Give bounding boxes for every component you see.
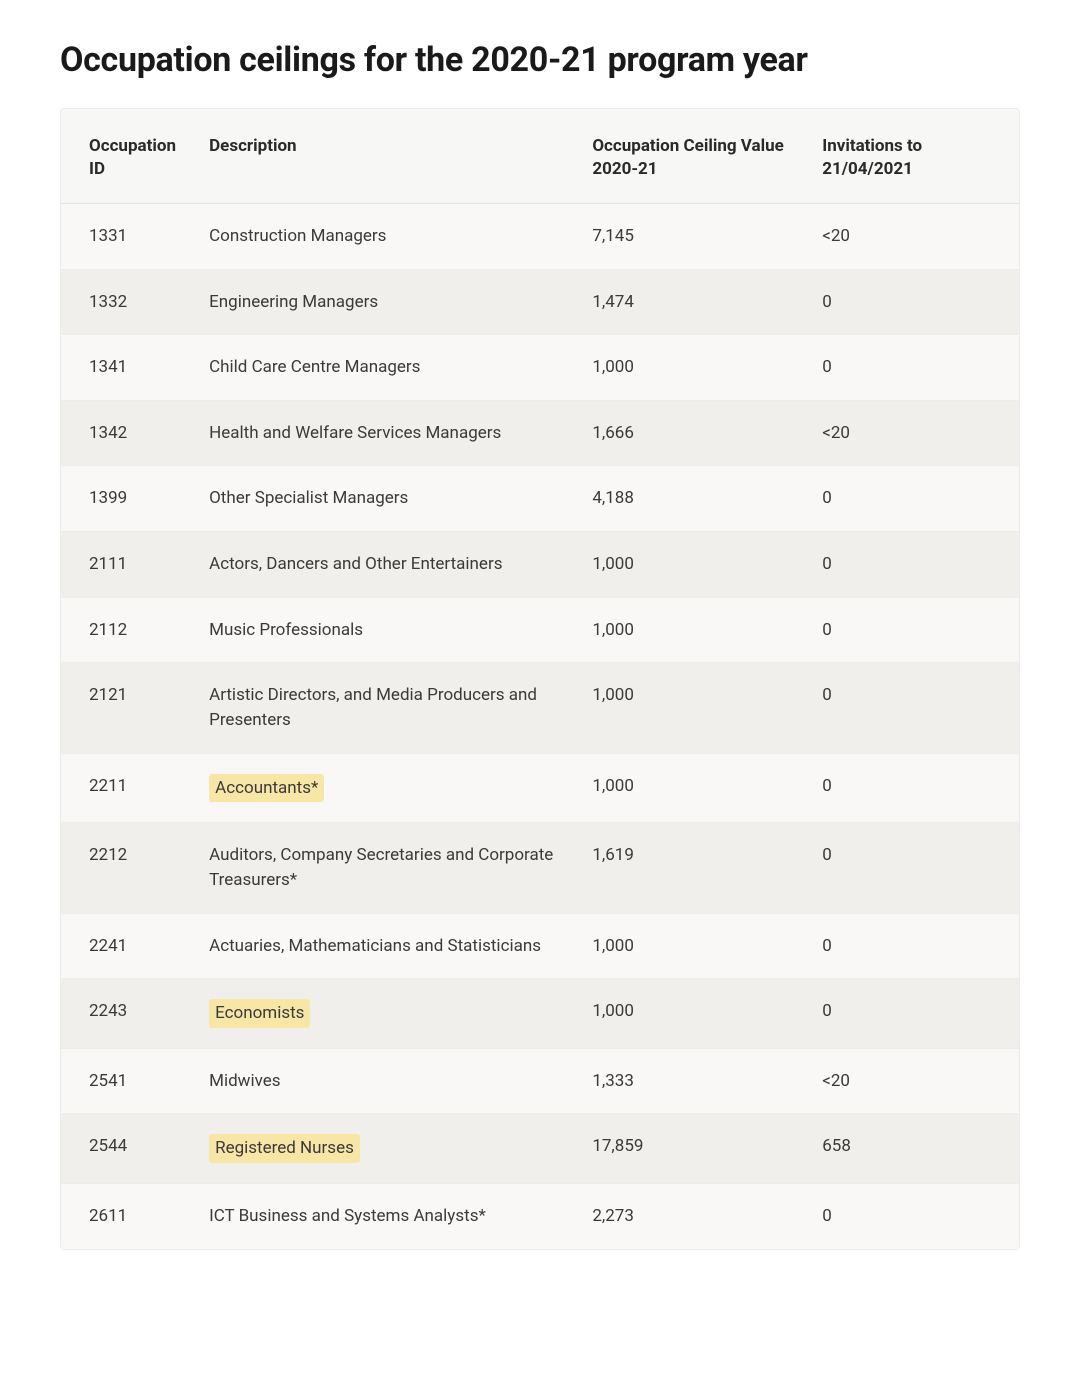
cell-description: Accountants* — [195, 753, 578, 823]
page-title: Occupation ceilings for the 2020-21 prog… — [60, 40, 1020, 80]
cell-ceiling-value: 1,000 — [578, 979, 808, 1049]
cell-occupation-id: 2211 — [61, 753, 195, 823]
highlighted-text: Registered Nurses — [209, 1134, 360, 1163]
cell-occupation-id: 2212 — [61, 823, 195, 913]
cell-occupation-id: 2541 — [61, 1048, 195, 1114]
table-row: 1331Construction Managers7,145<20 — [61, 203, 1019, 269]
cell-description: Artistic Directors, and Media Producers … — [195, 663, 578, 753]
cell-invitations: 0 — [808, 979, 1019, 1049]
cell-ceiling-value: 1,333 — [578, 1048, 808, 1114]
cell-description: Child Care Centre Managers — [195, 335, 578, 401]
cell-ceiling-value: 1,000 — [578, 663, 808, 753]
cell-occupation-id: 1332 — [61, 269, 195, 335]
table-row: 2241Actuaries, Mathematicians and Statis… — [61, 913, 1019, 979]
cell-ceiling-value: 1,000 — [578, 597, 808, 663]
cell-description: Other Specialist Managers — [195, 466, 578, 532]
cell-ceiling-value: 1,619 — [578, 823, 808, 913]
cell-invitations: <20 — [808, 203, 1019, 269]
table-row: 2211 Accountants* 1,0000 — [61, 753, 1019, 823]
cell-invitations: 0 — [808, 269, 1019, 335]
table-header-row: Occupation ID Description Occupation Cei… — [61, 109, 1019, 203]
table-row: 2544 Registered Nurses 17,859658 — [61, 1114, 1019, 1184]
table-row: 2541Midwives1,333<20 — [61, 1048, 1019, 1114]
cell-invitations: 0 — [808, 823, 1019, 913]
cell-ceiling-value: 1,000 — [578, 335, 808, 401]
cell-ceiling-value: 1,000 — [578, 753, 808, 823]
cell-description: ICT Business and Systems Analysts* — [195, 1184, 578, 1249]
highlighted-text: Accountants* — [209, 774, 324, 803]
cell-ceiling-value: 17,859 — [578, 1114, 808, 1184]
cell-description: Engineering Managers — [195, 269, 578, 335]
cell-invitations: 0 — [808, 466, 1019, 532]
occupation-table-wrap: Occupation ID Description Occupation Cei… — [60, 108, 1020, 1250]
cell-invitations: 0 — [808, 597, 1019, 663]
cell-ceiling-value: 2,273 — [578, 1184, 808, 1249]
col-description: Description — [195, 109, 578, 203]
cell-occupation-id: 2243 — [61, 979, 195, 1049]
col-invitations: Invitations to 21/04/2021 — [808, 109, 1019, 203]
table-row: 2611ICT Business and Systems Analysts*2,… — [61, 1184, 1019, 1249]
col-ceiling-value: Occupation Ceiling Value 2020-21 — [578, 109, 808, 203]
cell-occupation-id: 2241 — [61, 913, 195, 979]
cell-invitations: 0 — [808, 532, 1019, 598]
cell-occupation-id: 1331 — [61, 203, 195, 269]
cell-description: Music Professionals — [195, 597, 578, 663]
cell-occupation-id: 2121 — [61, 663, 195, 753]
cell-invitations: <20 — [808, 1048, 1019, 1114]
cell-invitations: 0 — [808, 913, 1019, 979]
cell-ceiling-value: 1,000 — [578, 532, 808, 598]
col-occupation-id: Occupation ID — [61, 109, 195, 203]
cell-ceiling-value: 1,474 — [578, 269, 808, 335]
cell-occupation-id: 2611 — [61, 1184, 195, 1249]
cell-invitations: 0 — [808, 753, 1019, 823]
table-row: 1399Other Specialist Managers4,1880 — [61, 466, 1019, 532]
cell-ceiling-value: 1,666 — [578, 400, 808, 466]
table-row: 1341Child Care Centre Managers1,0000 — [61, 335, 1019, 401]
table-row: 2243 Economists 1,0000 — [61, 979, 1019, 1049]
cell-ceiling-value: 1,000 — [578, 913, 808, 979]
cell-description: Construction Managers — [195, 203, 578, 269]
cell-description: Midwives — [195, 1048, 578, 1114]
cell-invitations: <20 — [808, 400, 1019, 466]
cell-invitations: 0 — [808, 663, 1019, 753]
cell-description: Actuaries, Mathematicians and Statistici… — [195, 913, 578, 979]
cell-description: Actors, Dancers and Other Entertainers — [195, 532, 578, 598]
cell-invitations: 0 — [808, 1184, 1019, 1249]
cell-occupation-id: 1341 — [61, 335, 195, 401]
cell-ceiling-value: 7,145 — [578, 203, 808, 269]
cell-occupation-id: 1342 — [61, 400, 195, 466]
table-row: 1332Engineering Managers1,4740 — [61, 269, 1019, 335]
table-row: 2121Artistic Directors, and Media Produc… — [61, 663, 1019, 753]
cell-description: Auditors, Company Secretaries and Corpor… — [195, 823, 578, 913]
cell-occupation-id: 2112 — [61, 597, 195, 663]
cell-occupation-id: 1399 — [61, 466, 195, 532]
cell-ceiling-value: 4,188 — [578, 466, 808, 532]
cell-description: Health and Welfare Services Managers — [195, 400, 578, 466]
cell-invitations: 0 — [808, 335, 1019, 401]
cell-description: Economists — [195, 979, 578, 1049]
highlighted-text: Economists — [209, 999, 310, 1028]
occupation-table: Occupation ID Description Occupation Cei… — [61, 109, 1019, 1249]
cell-occupation-id: 2111 — [61, 532, 195, 598]
table-row: 1342Health and Welfare Services Managers… — [61, 400, 1019, 466]
cell-description: Registered Nurses — [195, 1114, 578, 1184]
table-row: 2112Music Professionals1,0000 — [61, 597, 1019, 663]
cell-occupation-id: 2544 — [61, 1114, 195, 1184]
table-row: 2212Auditors, Company Secretaries and Co… — [61, 823, 1019, 913]
table-row: 2111Actors, Dancers and Other Entertaine… — [61, 532, 1019, 598]
cell-invitations: 658 — [808, 1114, 1019, 1184]
